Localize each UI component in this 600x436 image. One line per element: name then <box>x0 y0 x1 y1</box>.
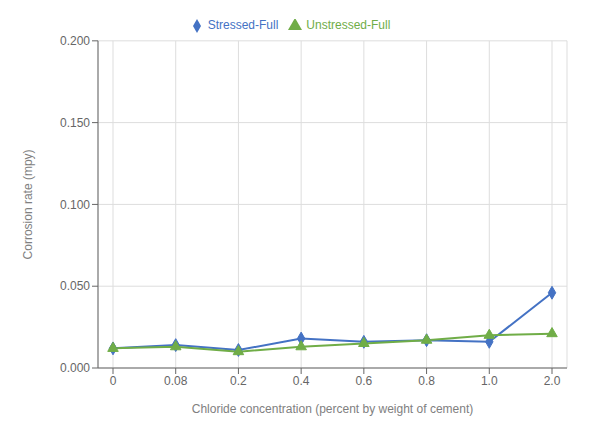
svg-text:0.6: 0.6 <box>356 374 373 388</box>
html-text:Unstressed-Full: Unstressed-Full <box>306 18 391 32</box>
svg-text:0.100: 0.100 <box>60 198 90 212</box>
svg-text:Corrosion rate (mpy): Corrosion rate (mpy) <box>21 149 35 259</box>
svg-text:0.200: 0.200 <box>60 34 90 48</box>
svg-text:0.150: 0.150 <box>60 116 90 130</box>
svg-text:0: 0 <box>110 374 117 388</box>
svg-text:0.4: 0.4 <box>293 374 310 388</box>
html-text:Stressed-Full: Stressed-Full <box>207 18 279 32</box>
svg-text:0.8: 0.8 <box>418 374 435 388</box>
svg-text:0.2: 0.2 <box>230 374 247 388</box>
svg-text:2.0: 2.0 <box>544 374 561 388</box>
svg-text:Chloride concentration (percen: Chloride concentration (percent by weigh… <box>192 402 473 416</box>
svg-text:0.08: 0.08 <box>164 374 188 388</box>
svg-text:0.000: 0.000 <box>60 361 90 375</box>
svg-text:1.0: 1.0 <box>481 374 498 388</box>
svg-text:0.050: 0.050 <box>60 279 90 293</box>
